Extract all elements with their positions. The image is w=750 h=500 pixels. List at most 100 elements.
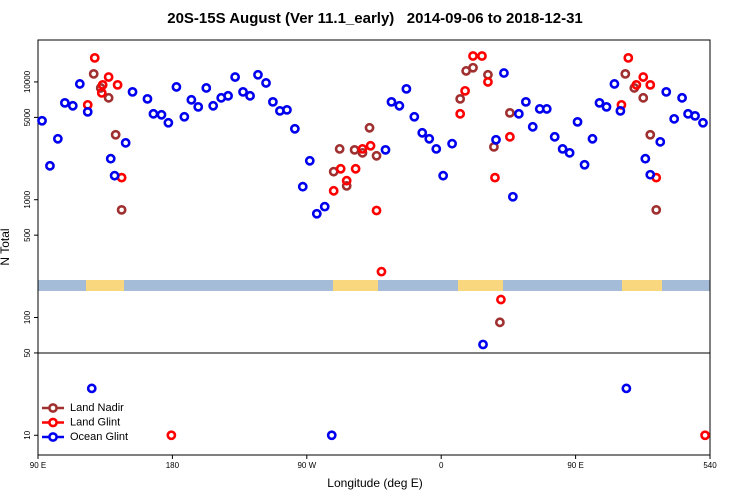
- chart-title: 20S-15S August (Ver 11.1_early) 2014-09-…: [167, 10, 583, 27]
- point: [460, 85, 470, 96]
- x-axis-label: Longitude (deg E): [327, 476, 422, 490]
- point: [601, 101, 612, 112]
- point: [110, 129, 121, 140]
- y-tick-label: 100: [23, 310, 32, 324]
- point: [496, 294, 506, 305]
- point: [572, 116, 583, 127]
- y-tick-label: 50: [23, 348, 32, 357]
- point: [564, 147, 575, 158]
- point: [350, 163, 361, 174]
- point: [357, 147, 368, 158]
- point: [109, 170, 120, 181]
- point: [89, 52, 100, 63]
- legend-label: Land Glint: [70, 416, 120, 428]
- point: [253, 69, 263, 80]
- y-tick-label: 10000: [23, 70, 32, 93]
- point: [105, 153, 116, 164]
- point: [549, 131, 560, 142]
- point: [245, 90, 255, 101]
- x-tick-label: 90 E: [567, 461, 583, 470]
- point: [171, 82, 182, 92]
- point: [513, 108, 524, 119]
- point: [371, 150, 382, 161]
- point: [201, 83, 212, 93]
- point: [409, 111, 420, 122]
- y-tick-label: 500: [23, 228, 32, 242]
- point: [116, 204, 127, 215]
- point: [163, 117, 174, 128]
- point: [394, 100, 405, 111]
- point: [37, 115, 47, 126]
- point: [645, 129, 656, 140]
- point: [96, 88, 107, 98]
- point: [341, 181, 352, 191]
- point: [609, 79, 620, 89]
- point: [341, 175, 352, 186]
- point: [282, 104, 292, 115]
- point: [334, 144, 345, 154]
- land-strip: [622, 280, 662, 291]
- y-tick-label: 5000: [23, 108, 32, 126]
- point: [698, 117, 708, 128]
- point: [455, 93, 466, 104]
- point: [82, 106, 93, 117]
- point: [401, 83, 412, 94]
- point: [127, 86, 138, 97]
- point: [431, 144, 442, 154]
- land-strip: [86, 280, 124, 291]
- legend-label: Land Nadir: [70, 402, 124, 414]
- point: [447, 138, 458, 149]
- point: [335, 163, 346, 174]
- point: [438, 170, 449, 181]
- legend-marker: [48, 403, 58, 413]
- point: [380, 144, 391, 155]
- point: [88, 69, 99, 79]
- point: [357, 144, 368, 154]
- point: [520, 96, 531, 107]
- point: [661, 86, 672, 97]
- point: [142, 93, 153, 104]
- point: [156, 109, 167, 120]
- point: [67, 100, 78, 111]
- point: [623, 52, 634, 63]
- point: [59, 97, 70, 108]
- point: [677, 92, 687, 103]
- point: [319, 201, 330, 212]
- point: [478, 339, 488, 350]
- point: [74, 79, 85, 89]
- y-tick-label: 10: [23, 430, 32, 439]
- point: [579, 159, 590, 170]
- point: [208, 100, 219, 111]
- point: [238, 86, 248, 97]
- x-tick-label: 180: [166, 461, 180, 470]
- point: [669, 113, 680, 124]
- point: [499, 68, 509, 78]
- point: [638, 92, 649, 103]
- point: [690, 110, 700, 121]
- point: [386, 96, 397, 107]
- point: [527, 121, 538, 132]
- point: [328, 185, 339, 196]
- point: [148, 108, 159, 119]
- point: [376, 266, 387, 277]
- point: [655, 136, 666, 147]
- point: [45, 160, 55, 171]
- point: [268, 96, 278, 107]
- point: [491, 134, 501, 145]
- point: [477, 51, 487, 61]
- point: [112, 79, 123, 90]
- land-ocean-strip: [38, 280, 710, 291]
- point: [468, 51, 478, 61]
- point: [651, 204, 662, 215]
- point: [490, 172, 500, 183]
- point: [120, 137, 131, 148]
- legend-marker: [48, 417, 58, 428]
- x-tick-label: 540: [703, 461, 717, 470]
- point: [483, 77, 493, 87]
- point: [645, 169, 656, 180]
- point: [86, 383, 97, 394]
- point: [364, 122, 375, 133]
- point: [507, 191, 518, 202]
- point: [541, 104, 552, 114]
- point: [371, 205, 382, 216]
